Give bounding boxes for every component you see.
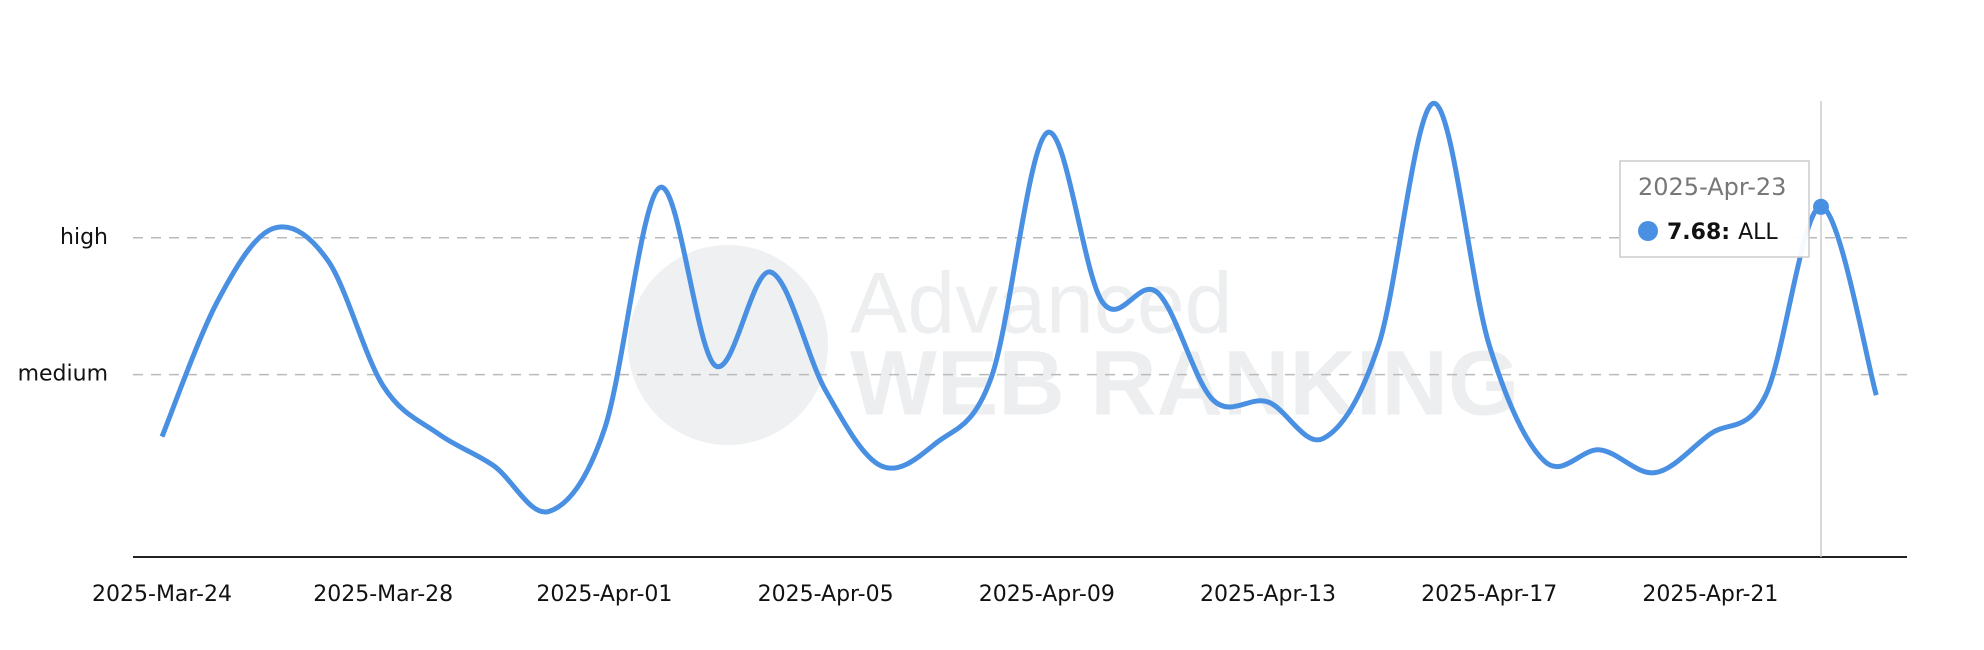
x-tick-label: 2025-Apr-09: [979, 582, 1115, 607]
tooltip-value: 7.68: ALL: [1667, 220, 1778, 245]
tooltip-value-label: 7.68:: [1667, 220, 1730, 245]
x-tick-label: 2025-Mar-24: [92, 582, 232, 607]
tooltip-title: 2025-Apr-23: [1638, 173, 1786, 201]
tooltip-box: [1619, 160, 1810, 258]
x-tick-label: 2025-Apr-17: [1421, 582, 1557, 607]
y-tick-label: medium: [18, 362, 108, 387]
x-tick-label: 2025-Apr-01: [536, 582, 672, 607]
tooltip-series-name: ALL: [1738, 220, 1778, 245]
watermark-logo: [628, 245, 828, 445]
hover-point: [1813, 198, 1829, 215]
y-tick-label: high: [60, 225, 108, 250]
x-tick-label: 2025-Mar-28: [313, 582, 453, 607]
series-line: [159, 100, 1879, 515]
x-tick-label: 2025-Apr-13: [1200, 582, 1336, 607]
tooltip-marker: [1638, 221, 1658, 241]
x-tick-label: 2025-Apr-05: [758, 582, 894, 607]
tooltip: 2025-Apr-23 7.68: ALL: [1619, 160, 1810, 258]
x-tick-label: 2025-Apr-21: [1642, 582, 1778, 607]
